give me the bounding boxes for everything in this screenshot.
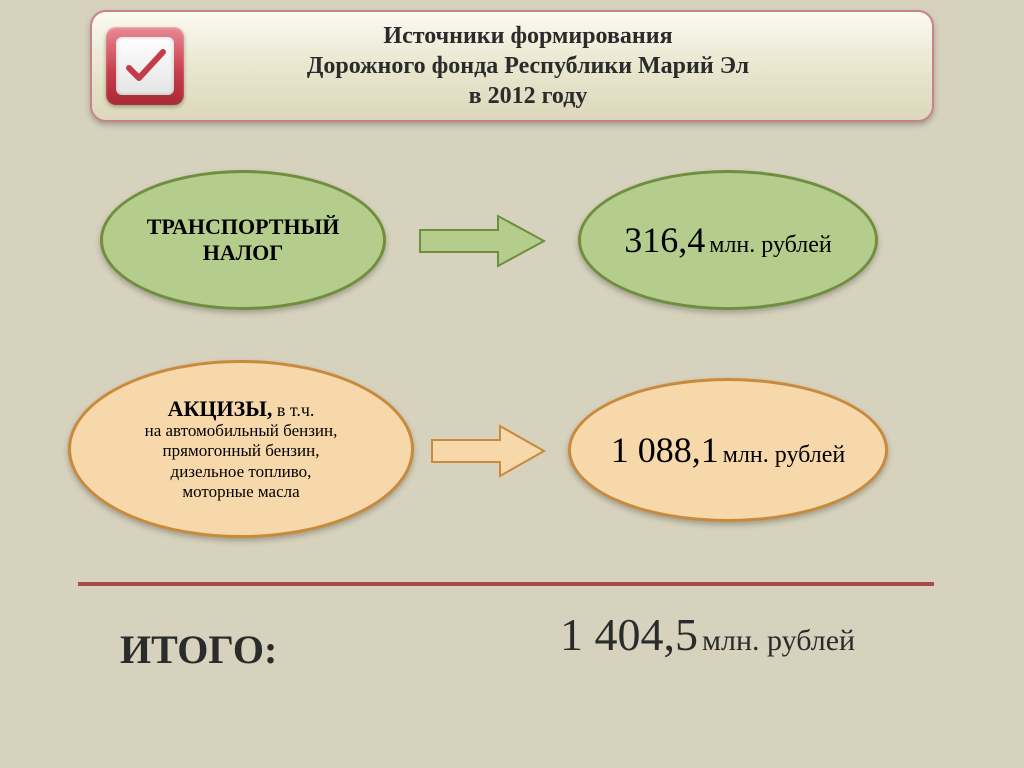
transport-tax-line1: ТРАНСПОРТНЫЙ bbox=[147, 214, 340, 240]
excise-unit: млн. рублей bbox=[723, 442, 845, 468]
excise-sub3: дизельное топливо, bbox=[171, 462, 312, 482]
excise-title-row: АКЦИЗЫ, в т.ч. bbox=[168, 396, 315, 421]
transport-tax-unit: млн. рублей bbox=[709, 232, 831, 258]
transport-tax-line2: НАЛОГ bbox=[203, 240, 284, 266]
total-unit: млн. рублей bbox=[702, 624, 855, 657]
excise-number: 1 088,1 bbox=[611, 430, 719, 470]
excise-sub4: моторные масла bbox=[182, 482, 299, 502]
excise-value: 1 088,1 млн. рублей bbox=[611, 429, 845, 471]
excise-sub1: на автомобильный бензин, bbox=[145, 421, 338, 441]
total-label-text: ИТОГО: bbox=[120, 627, 277, 672]
divider-line bbox=[78, 582, 934, 586]
total-value: 1 404,5 млн. рублей bbox=[560, 608, 855, 661]
checkmark-icon bbox=[106, 27, 184, 105]
transport-tax-value-ellipse: 316,4 млн. рублей bbox=[578, 170, 878, 310]
transport-tax-number: 316,4 bbox=[624, 220, 705, 260]
header-line1: Источники формирования bbox=[184, 21, 872, 51]
transport-tax-label-ellipse: ТРАНСПОРТНЫЙ НАЛОГ bbox=[100, 170, 386, 310]
excise-title-suffix: в т.ч. bbox=[272, 400, 314, 420]
transport-tax-value: 316,4 млн. рублей bbox=[624, 219, 831, 261]
excise-value-ellipse: 1 088,1 млн. рублей bbox=[568, 378, 888, 522]
arrow-icon bbox=[430, 424, 548, 478]
excise-label-ellipse: АКЦИЗЫ, в т.ч. на автомобильный бензин, … bbox=[68, 360, 414, 538]
header-title: Источники формирования Дорожного фонда Р… bbox=[184, 21, 932, 111]
header-line2: Дорожного фонда Республики Марий Эл bbox=[184, 51, 872, 81]
total-label: ИТОГО: bbox=[120, 626, 277, 673]
arrow-icon bbox=[418, 214, 548, 268]
total-number: 1 404,5 bbox=[560, 609, 698, 660]
excise-sub2: прямогонный бензин, bbox=[163, 441, 320, 461]
excise-title: АКЦИЗЫ, bbox=[168, 396, 273, 421]
header-box: Источники формирования Дорожного фонда Р… bbox=[90, 10, 934, 122]
header-line3: в 2012 году bbox=[184, 81, 872, 111]
